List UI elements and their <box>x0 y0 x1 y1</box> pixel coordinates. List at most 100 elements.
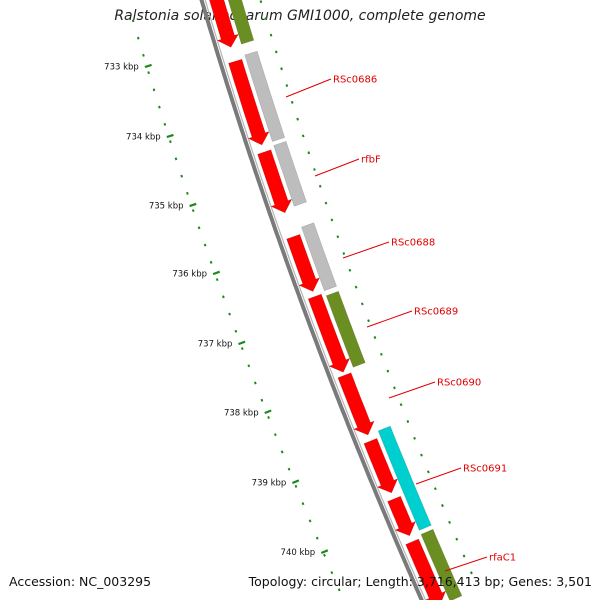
scale-dot <box>142 53 145 57</box>
topology-text: Topology: circular; Length: 3,716,413 bp… <box>248 574 592 589</box>
gene-label-leader <box>366 310 413 328</box>
scale-dot <box>163 122 167 126</box>
scale-dot <box>308 519 312 523</box>
gene-label-leader <box>314 158 360 177</box>
kbp-label: 734 kbp <box>126 132 161 142</box>
scale-dot <box>228 312 231 316</box>
scale-dot <box>131 19 135 23</box>
kbp-tick <box>238 340 246 346</box>
scale-dot <box>330 571 334 575</box>
scale-dot <box>197 226 201 230</box>
scale-dot <box>323 553 326 557</box>
scale-dot <box>209 260 213 264</box>
gene-labels: RSc0686 rfbF RSc0688 RSc0689 RSc0690 RSc0691 r… <box>285 75 516 572</box>
scale-dot <box>462 554 466 558</box>
gene-label[interactable]: RSc0691 <box>463 464 507 475</box>
scale-dot <box>337 588 341 592</box>
scale-dot <box>260 398 264 402</box>
scale-dot <box>269 33 273 37</box>
kbp-label: 739 kbp <box>252 478 287 488</box>
cds-5[interactable] <box>307 293 351 373</box>
scale-dot <box>313 168 316 171</box>
gene-label[interactable]: rfbF <box>361 155 381 166</box>
gene-label-leader <box>342 241 390 259</box>
scale-dot <box>336 235 340 239</box>
kbp-label: 738 kbp <box>224 408 259 418</box>
olive-feature-3[interactable] <box>420 528 463 600</box>
scale-dot <box>147 71 150 75</box>
scale-dot <box>318 184 322 188</box>
scale-dot <box>301 502 305 506</box>
gray-feature-3[interactable] <box>301 222 337 292</box>
scale-dot <box>469 571 473 575</box>
kbp-label: 733 kbp <box>104 62 139 72</box>
gene-label[interactable]: RSc0689 <box>414 307 458 318</box>
scale-dot <box>180 174 183 178</box>
scale-dot <box>399 403 403 407</box>
cds-6[interactable] <box>337 372 375 436</box>
scale-dot <box>301 134 305 138</box>
gray-feature-1[interactable] <box>244 50 286 142</box>
cds-9[interactable] <box>405 538 447 600</box>
feature-tracks <box>203 0 463 600</box>
scale-dot <box>267 416 270 419</box>
scale-dot <box>203 243 207 247</box>
scale-dot <box>386 369 390 373</box>
olive-feature-1[interactable] <box>220 0 255 45</box>
scale-dot <box>406 420 410 423</box>
cds-7[interactable] <box>363 438 399 494</box>
scale-dot <box>348 268 352 272</box>
scale-dot <box>441 504 444 508</box>
scale-dot <box>287 467 291 471</box>
scale-dot <box>354 285 358 289</box>
scale-dot <box>342 252 346 255</box>
cds-1[interactable] <box>203 0 240 48</box>
scale-dot <box>307 151 311 155</box>
scale-dot <box>420 453 423 457</box>
scale-dot <box>259 0 263 4</box>
olive-feature-2[interactable] <box>325 290 366 368</box>
gene-label[interactable]: RSc0688 <box>391 238 435 249</box>
scale-dot <box>273 433 277 437</box>
gray-feature-2[interactable] <box>273 141 307 207</box>
scale-dot <box>426 470 430 474</box>
kbp-tick <box>189 202 197 208</box>
scale-dot <box>393 386 396 390</box>
kbp-markers: 733 kbp 734 kbp 735 kbp 736 kbp 737 kbp 738 k… <box>104 62 329 558</box>
scale-dot <box>191 209 195 213</box>
scale-dot <box>264 16 268 20</box>
scale-dot <box>367 319 370 323</box>
scale-dot <box>330 218 334 222</box>
kbp-tick <box>212 270 221 276</box>
gene-label-leader <box>388 381 436 399</box>
kbp-tick <box>320 549 329 555</box>
scale-dot <box>274 50 278 54</box>
scale-dot <box>280 67 283 71</box>
scale-dot <box>169 140 172 144</box>
gene-label[interactable]: RSc0690 <box>437 378 481 389</box>
cds-2[interactable] <box>228 58 270 146</box>
backbone <box>199 0 427 600</box>
cds-4[interactable] <box>286 234 321 292</box>
gene-label-leader <box>444 556 488 572</box>
cyan-feature-1[interactable] <box>377 425 432 531</box>
scale-dot <box>285 84 289 87</box>
gene-label[interactable]: RSc0686 <box>333 75 377 86</box>
scale-dot <box>215 278 219 282</box>
cds-8[interactable] <box>387 495 417 537</box>
scale-dot <box>294 484 298 488</box>
scale-dot <box>373 336 377 339</box>
cds-3[interactable] <box>257 149 293 214</box>
gene-label[interactable]: rfaC1 <box>489 553 516 564</box>
accession-text: Accession: NC_003295 <box>9 574 152 589</box>
kbp-label: 736 kbp <box>172 269 207 279</box>
scale-dot <box>186 191 189 195</box>
kbp-tick <box>144 63 152 69</box>
scale-dot <box>174 157 178 161</box>
scale-dot <box>315 536 319 540</box>
kbp-label: 735 kbp <box>149 201 184 211</box>
scale-dot <box>234 329 238 333</box>
scale-dot <box>290 100 294 104</box>
